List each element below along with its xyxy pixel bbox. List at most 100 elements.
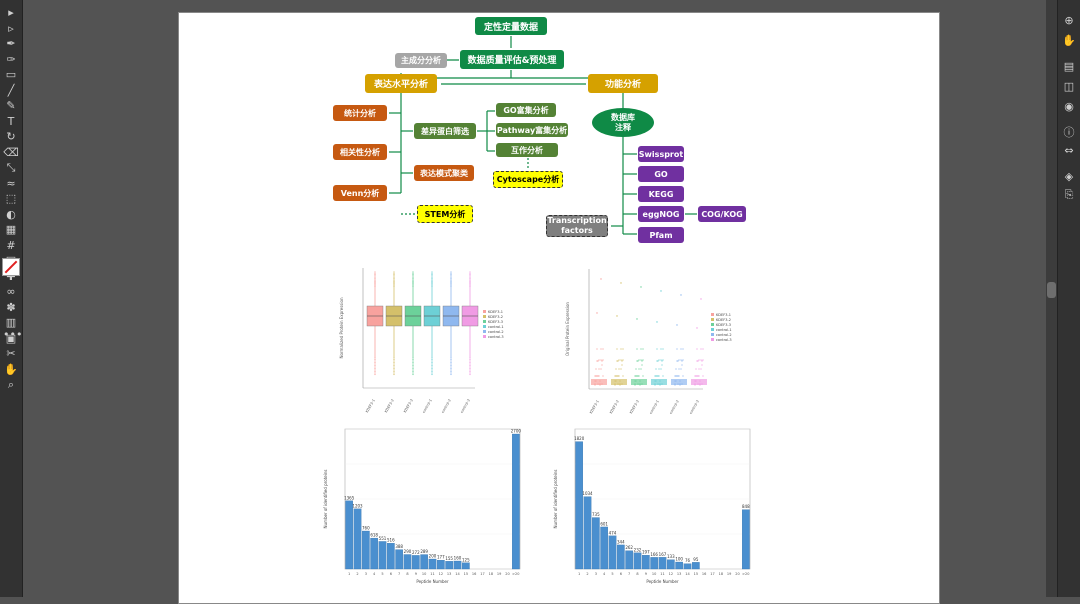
mesh-tool[interactable]: # — [6, 238, 16, 252]
symbol-sprayer-tool[interactable]: ✽ — [6, 300, 16, 314]
node-qc[interactable]: 数据质量评估&预处理 — [460, 50, 564, 69]
node-main-analysis[interactable]: 主成分分析 — [395, 53, 447, 68]
node-expression-cluster[interactable]: 表达模式聚类 — [414, 165, 474, 181]
svg-text:control-3: control-3 — [716, 338, 732, 342]
export-panel[interactable]: ⎘ — [1064, 188, 1074, 201]
node-diff-protein[interactable]: 差异蛋白筛选 — [414, 123, 476, 139]
x-tick-label: 19 — [497, 572, 501, 576]
boxplot-series-1: KDEF3-1 — [365, 271, 384, 414]
boxplot-legend-item: control-1 — [483, 325, 504, 329]
node-pfam[interactable]: Pfam — [638, 227, 684, 243]
node-stem[interactable]: STEM分析 — [417, 205, 473, 223]
strip-ylabel: Original Protein Expression — [565, 302, 570, 356]
node-go-db[interactable]: GO — [638, 166, 684, 182]
bar — [675, 561, 683, 570]
rotate-tool[interactable]: ↻ — [6, 130, 16, 143]
artboard-tool[interactable]: ▣ — [5, 331, 17, 345]
bar — [592, 517, 600, 570]
db-line2: 注释 — [615, 122, 631, 132]
pencil-tool[interactable]: ✎ — [6, 99, 16, 112]
x-tick-label: 20 — [505, 572, 509, 576]
perspective-tool[interactable]: ▦ — [5, 223, 17, 236]
x-tick-label: 6 — [390, 572, 392, 576]
bar — [600, 526, 608, 570]
free-transform-tool[interactable]: ⬚ — [5, 192, 17, 205]
bar-value-label: 160 — [454, 556, 462, 561]
links-panel[interactable]: ⊕ — [1064, 14, 1074, 27]
transparency-panel[interactable]: ◫ — [1063, 80, 1075, 93]
svg-text:KDEF3-2: KDEF3-2 — [609, 400, 620, 415]
svg-text:KDEF3-3: KDEF3-3 — [488, 320, 503, 324]
curvature-tool[interactable]: ✑ — [6, 52, 16, 66]
type-tool[interactable]: T — [7, 114, 15, 128]
transform-panel[interactable]: ⇔ — [1064, 144, 1074, 157]
selection-tool[interactable]: ▸ — [8, 6, 14, 19]
zoom-tool[interactable]: ⌕ — [7, 378, 15, 391]
shape-builder-tool[interactable]: ◐ — [6, 207, 16, 221]
appearance-panel[interactable]: ◉ — [1064, 100, 1074, 113]
puppet-panel[interactable]: ✋ — [1062, 34, 1076, 47]
node-expression-analysis[interactable]: 表达水平分析 — [365, 74, 437, 93]
artboard[interactable]: 定性定量数据 主成分分析 数据质量评估&预处理 表达水平分析 功能分析 统计分析… — [178, 12, 940, 604]
fill-stroke-swatch[interactable] — [2, 258, 20, 276]
width-tool[interactable]: ≈ — [6, 176, 16, 190]
node-swissprot[interactable]: Swissprot — [638, 146, 684, 162]
tools-panel: ▸▹✒✑▭╱✎T↻⌫⤡≈⬚◐▦#▤✚∞✽▥▣✂✋⌕••• — [0, 0, 23, 597]
x-tick-label: 14 — [685, 572, 690, 576]
hand-tool[interactable]: ✋ — [4, 362, 18, 376]
node-cytoscape[interactable]: Cytoscape分析 — [493, 171, 563, 188]
layers-panel[interactable]: ◈ — [1064, 170, 1074, 183]
node-pathway-enrichment[interactable]: Pathway富集分析 — [496, 123, 568, 137]
bar — [512, 433, 520, 570]
node-correlation[interactable]: 相关性分析 — [333, 144, 387, 160]
bar-value-label: 1203 — [352, 503, 363, 508]
svg-text:control-1: control-1 — [716, 328, 732, 332]
svg-text:control-2: control-2 — [716, 333, 732, 337]
bar-value-label: 177 — [437, 555, 445, 560]
node-function-analysis[interactable]: 功能分析 — [588, 74, 658, 93]
more-tools-button[interactable]: ••• — [3, 328, 23, 341]
node-transcription-factors[interactable]: Transcription factors — [546, 215, 608, 237]
x-tick-label: 8 — [406, 572, 408, 576]
x-tick-label: 15 — [694, 572, 698, 576]
node-kegg[interactable]: KEGG — [638, 186, 684, 202]
paintbrush-tool[interactable]: ╱ — [7, 83, 15, 97]
bar — [428, 558, 437, 570]
eraser-tool[interactable]: ⌫ — [3, 145, 19, 159]
eyedropper-tool[interactable]: ✚ — [6, 269, 16, 283]
node-statistics[interactable]: 统计分析 — [333, 105, 387, 121]
node-database-annotation[interactable]: 数据库 注释 — [592, 108, 654, 137]
pen-tool[interactable]: ✒ — [6, 37, 16, 50]
rectangle-tool[interactable]: ▭ — [5, 68, 17, 81]
vertical-scrollbar[interactable] — [1046, 0, 1057, 597]
svg-text:KDEF3-1: KDEF3-1 — [365, 399, 376, 414]
scrollbar-thumb[interactable] — [1047, 282, 1056, 298]
graph-tool[interactable]: ▥ — [5, 316, 17, 329]
bar — [453, 560, 462, 570]
x-tick-label: 5 — [381, 572, 383, 576]
bar — [575, 441, 583, 570]
boxplot-ylabel: Normalized Protein Expression — [339, 297, 344, 358]
node-eggnog[interactable]: eggNOG — [638, 206, 684, 222]
x-tick-label: >20 — [512, 572, 519, 576]
scale-tool[interactable]: ⤡ — [6, 161, 16, 174]
bar — [378, 541, 387, 570]
svg-text:control-1: control-1 — [649, 400, 660, 416]
bar-value-label: 166 — [650, 552, 658, 557]
node-cog-kog[interactable]: COG/KOG — [698, 206, 746, 222]
node-go-enrichment[interactable]: GO富集分析 — [496, 103, 556, 117]
bar-value-label: 100 — [675, 557, 683, 562]
svg-text:control-3: control-3 — [689, 400, 700, 416]
info-panel[interactable]: ⓘ — [1063, 126, 1075, 139]
gradient-panel[interactable]: ▤ — [1063, 60, 1075, 73]
db-line1: 数据库 — [611, 112, 635, 122]
direct-selection-tool[interactable]: ▹ — [8, 21, 14, 35]
node-interaction[interactable]: 互作分析 — [496, 143, 558, 157]
strip-series-3: KDEF3-3 — [629, 286, 647, 414]
node-venn[interactable]: Venn分析 — [333, 185, 387, 201]
blend-tool[interactable]: ∞ — [6, 285, 16, 298]
node-root[interactable]: 定性定量数据 — [475, 17, 547, 35]
slice-tool[interactable]: ✂ — [6, 347, 16, 360]
bar-value-label: 516 — [387, 538, 395, 543]
